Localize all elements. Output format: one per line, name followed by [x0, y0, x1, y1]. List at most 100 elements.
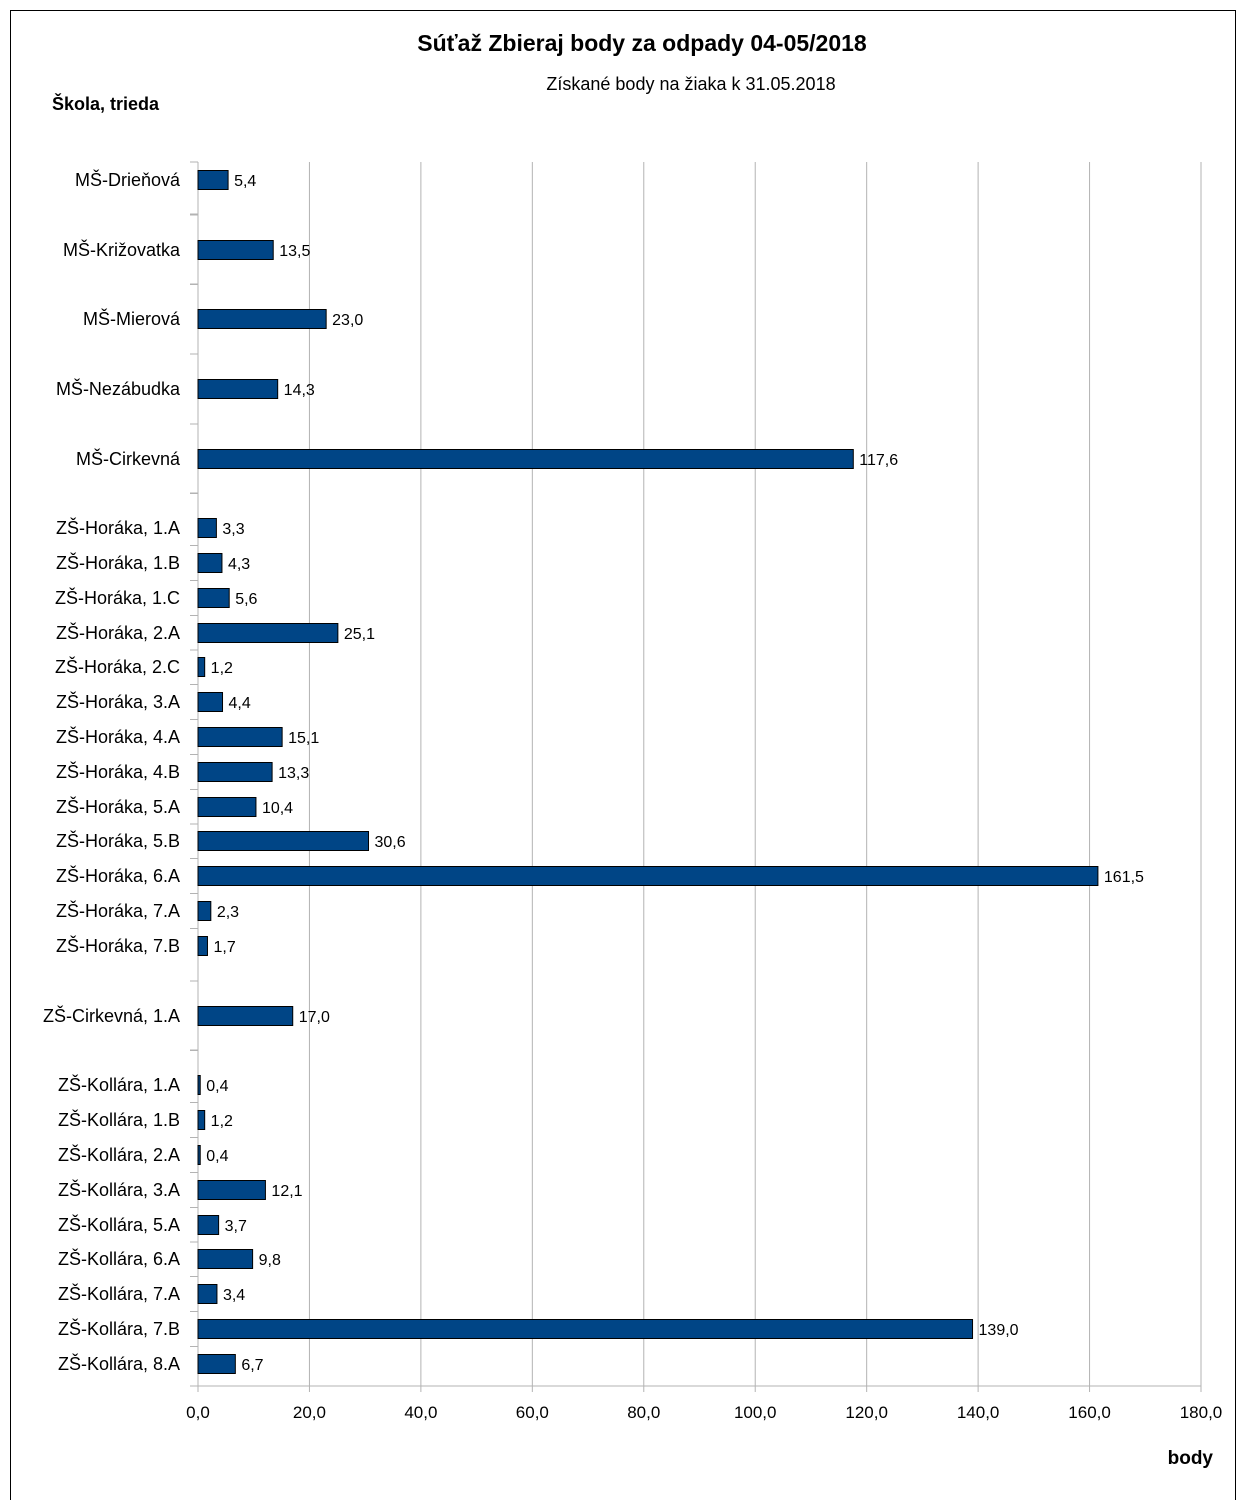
category-label: ZŠ-Horáka, 6.A [56, 865, 180, 886]
category-label: ZŠ-Horáka, 5.B [56, 830, 180, 851]
value-label: 117,6 [859, 452, 898, 469]
value-label: 9,8 [259, 1252, 281, 1269]
value-label: 30,6 [375, 834, 406, 851]
x-tick-label: 60,0 [516, 1403, 549, 1422]
bar [197, 1215, 220, 1235]
bar [197, 797, 257, 817]
value-label: 3,3 [222, 521, 244, 538]
bar [197, 762, 273, 782]
category-label: ZŠ-Kollára, 1.B [58, 1109, 180, 1130]
bar [197, 1249, 254, 1269]
bar [197, 831, 370, 851]
x-tick-label: 20,0 [293, 1403, 326, 1422]
category-label: ZŠ-Horáka, 4.A [56, 726, 180, 747]
category-label: ZŠ-Horáka, 3.A [56, 691, 180, 712]
bar [197, 901, 212, 921]
category-label: MŠ-Križovatka [63, 239, 181, 260]
value-label: 1,7 [213, 939, 235, 956]
value-label: 139,0 [979, 1322, 1019, 1339]
category-label: ZŠ-Kollára, 1.A [58, 1074, 180, 1095]
category-label: ZŠ-Kollára, 6.A [58, 1248, 180, 1269]
x-tick-label: 0,0 [186, 1403, 210, 1422]
value-label: 13,3 [278, 765, 309, 782]
value-label: 12,1 [271, 1183, 302, 1200]
category-label: ZŠ-Horáka, 1.C [55, 587, 180, 608]
bar [197, 692, 224, 712]
value-label: 1,2 [211, 660, 233, 677]
category-label: ZŠ-Horáka, 4.B [56, 761, 180, 782]
category-label: ZŠ-Kollára, 3.A [58, 1179, 180, 1200]
bar [197, 518, 217, 538]
bar [197, 379, 279, 399]
category-label: ZŠ-Horáka, 2.A [56, 622, 180, 643]
x-tick-label: 140,0 [957, 1403, 1000, 1422]
chart-title: Súťaž Zbieraj body za odpady 04-05/2018 [417, 30, 867, 56]
x-tick-label: 180,0 [1180, 1403, 1223, 1422]
category-label: ZŠ-Horáka, 1.B [56, 552, 180, 573]
category-label: MŠ-Drieňová [75, 169, 181, 190]
x-tick-label: 100,0 [734, 1403, 777, 1422]
bar [197, 1075, 201, 1095]
bar [197, 623, 339, 643]
x-axis-label: body [1167, 1448, 1213, 1469]
bar [197, 1110, 206, 1130]
value-label: 4,4 [229, 695, 251, 712]
bar [197, 588, 230, 608]
category-label: ZŠ-Horáka, 7.B [56, 935, 180, 956]
category-label: ZŠ-Kollára, 7.B [58, 1318, 180, 1339]
bar [197, 1006, 294, 1026]
value-label: 14,3 [284, 382, 315, 399]
value-label: 5,6 [235, 591, 257, 608]
value-label: 17,0 [299, 1009, 330, 1026]
chart-subtitle: Získané body na žiaka k 31.05.2018 [546, 74, 836, 94]
x-tick-label: 160,0 [1068, 1403, 1111, 1422]
bar [197, 1180, 266, 1200]
value-label: 5,4 [234, 173, 256, 190]
category-label: ZŠ-Kollára, 2.A [58, 1144, 180, 1165]
x-tick-label: 40,0 [404, 1403, 437, 1422]
category-label: ZŠ-Horáka, 5.A [56, 796, 180, 817]
x-tick-label: 120,0 [845, 1403, 888, 1422]
value-label: 6,7 [241, 1357, 263, 1374]
category-label: MŠ-Cirkevná [76, 448, 181, 469]
value-label: 2,3 [217, 904, 239, 921]
bar [197, 170, 229, 190]
value-label: 4,3 [228, 556, 250, 573]
value-label: 13,5 [279, 243, 310, 260]
y-axis-label: Škola, trieda [52, 94, 160, 114]
bar [197, 727, 283, 747]
category-label: MŠ-Nezábudka [56, 378, 181, 399]
bar [197, 1284, 218, 1304]
bar [197, 1319, 974, 1339]
category-label: ZŠ-Kollára, 5.A [58, 1214, 180, 1235]
category-label: ZŠ-Kollára, 8.A [58, 1353, 180, 1374]
category-label: ZŠ-Horáka, 1.A [56, 517, 180, 538]
value-label: 15,1 [288, 730, 319, 747]
category-label: ZŠ-Horáka, 7.A [56, 900, 180, 921]
value-label: 1,2 [211, 1113, 233, 1130]
value-label: 10,4 [262, 800, 293, 817]
category-label: ZŠ-Kollára, 7.A [58, 1283, 180, 1304]
bar [197, 657, 206, 677]
bar [197, 1145, 201, 1165]
value-label: 3,7 [225, 1218, 247, 1235]
value-label: 0,4 [206, 1148, 228, 1165]
bar [197, 309, 327, 329]
value-label: 23,0 [332, 312, 363, 329]
bar [197, 449, 854, 469]
bar [197, 936, 208, 956]
bar [197, 1354, 236, 1374]
bar [197, 866, 1099, 886]
category-label: ZŠ-Cirkevná, 1.A [43, 1005, 180, 1026]
value-label: 3,4 [223, 1287, 245, 1304]
x-tick-label: 80,0 [627, 1403, 660, 1422]
bar [197, 240, 274, 260]
chart-frame [10, 10, 1236, 1500]
value-label: 161,5 [1104, 869, 1144, 886]
category-label: ZŠ-Horáka, 2.C [55, 656, 180, 677]
value-label: 0,4 [206, 1078, 228, 1095]
category-label: MŠ-Mierová [83, 308, 181, 329]
value-label: 25,1 [344, 626, 375, 643]
bar [197, 553, 223, 573]
